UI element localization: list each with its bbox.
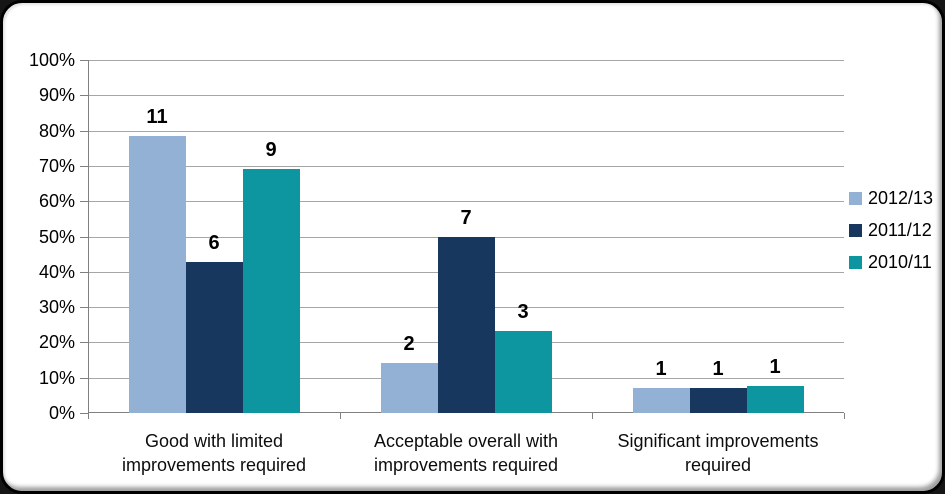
y-tick-label: 0%	[48, 403, 75, 423]
y-tick-label: 20%	[38, 332, 75, 353]
bar-2011/12-cat1	[185, 261, 243, 413]
legend: 2012/13 2011/12 2010/11	[849, 187, 933, 283]
y-tick-label: 100%	[28, 50, 75, 70]
y-tick-mark	[80, 342, 88, 344]
bar-value-label: 1	[769, 355, 781, 378]
bar-value-label: 1	[712, 357, 724, 380]
category-boundary-tick	[592, 413, 593, 419]
y-tick-mark	[80, 95, 88, 97]
legend-label: 2012/13	[868, 187, 934, 208]
gridline-60	[88, 201, 844, 203]
bar-2010/11-cat2	[494, 331, 552, 413]
plot-area: 11 6 9 2 7 3 1 1 1	[88, 60, 844, 413]
bar-2012/13-cat1	[128, 135, 186, 413]
legend-item-2011/12: 2011/12	[849, 219, 933, 241]
category-boundary-tick	[88, 413, 89, 419]
y-tick-mark	[80, 60, 88, 61]
gridline-70	[88, 165, 844, 167]
y-tick-mark	[80, 307, 88, 309]
bar-2011/12-cat3	[689, 387, 747, 413]
category-label-2: Acceptable overall with improvements req…	[373, 431, 559, 475]
bar-2011/12-cat2	[437, 236, 495, 413]
gridline-90	[88, 95, 844, 97]
y-tick-mark	[80, 236, 88, 238]
legend-label: 2011/12	[868, 219, 932, 240]
y-tick-label: 40%	[38, 261, 75, 282]
legend-swatch-icon	[849, 223, 862, 237]
gridline-100	[88, 60, 844, 61]
y-axis-line	[88, 60, 89, 413]
y-tick-label: 60%	[38, 191, 75, 212]
bar-value-label: 3	[517, 301, 529, 324]
legend-item-2012/13: 2012/13	[849, 187, 933, 209]
y-tick-mark	[80, 130, 88, 132]
legend-swatch-icon	[849, 255, 862, 269]
y-tick-mark	[80, 201, 88, 203]
y-tick-mark	[80, 413, 88, 414]
legend-label: 2010/11	[868, 251, 932, 272]
y-tick-label: 50%	[38, 226, 75, 247]
y-tick-mark	[80, 165, 88, 167]
bar-value-label: 11	[146, 105, 168, 128]
bar-value-label: 2	[403, 332, 415, 355]
y-tick-label: 30%	[38, 297, 75, 318]
bar-value-label: 6	[208, 231, 220, 254]
bar-2012/13-cat3	[632, 387, 690, 413]
y-tick-label: 80%	[38, 120, 75, 141]
bar-2010/11-cat1	[242, 168, 300, 413]
y-tick-label: 70%	[38, 155, 75, 176]
bar-2010/11-cat3	[746, 385, 804, 413]
y-tick-mark	[80, 377, 88, 379]
legend-item-2010/11: 2010/11	[849, 251, 933, 273]
category-label-3: Significant improvements required	[617, 431, 819, 475]
y-tick-mark	[80, 271, 88, 273]
y-tick-label: 90%	[38, 85, 75, 106]
gridline-80	[88, 130, 844, 132]
bar-value-label: 1	[655, 357, 667, 380]
bar-2012/13-cat2	[380, 362, 438, 413]
bar-value-label: 9	[265, 138, 277, 161]
category-boundary-tick	[340, 413, 341, 419]
y-tick-label: 10%	[38, 367, 75, 388]
category-label-1: Good with limited improvements required	[121, 431, 307, 475]
legend-swatch-icon	[849, 191, 862, 205]
category-boundary-tick	[844, 413, 845, 419]
bar-value-label: 7	[460, 206, 472, 229]
